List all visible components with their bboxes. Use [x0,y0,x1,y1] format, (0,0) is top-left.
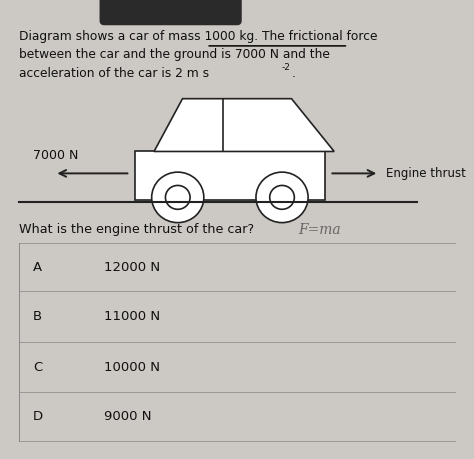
Text: D: D [33,410,43,423]
Text: What is the engine thrust of the car?: What is the engine thrust of the car? [19,223,254,235]
Circle shape [270,185,294,209]
Text: A: A [33,261,42,274]
Polygon shape [154,99,334,151]
Text: acceleration of the car is 2 m s: acceleration of the car is 2 m s [19,67,209,79]
Circle shape [165,185,190,209]
Text: Engine thrust: Engine thrust [386,167,466,180]
Text: between the car and the ground is 7000 N and the: between the car and the ground is 7000 N… [19,48,330,61]
Circle shape [256,172,308,223]
Text: .: . [292,67,295,79]
Text: B: B [33,310,42,323]
Text: 12000 N: 12000 N [104,261,160,274]
Text: 7000 N: 7000 N [33,149,79,162]
Text: 9000 N: 9000 N [104,410,152,423]
Circle shape [152,172,204,223]
Text: F=ma: F=ma [299,223,341,237]
Text: Diagram shows a car of mass 1000 kg. The frictional force: Diagram shows a car of mass 1000 kg. The… [19,30,377,43]
Text: -2: -2 [282,63,291,73]
Bar [135,151,325,200]
FancyBboxPatch shape [100,0,242,25]
Text: 10000 N: 10000 N [104,361,160,374]
Text: C: C [33,361,43,374]
Text: 11000 N: 11000 N [104,310,160,323]
